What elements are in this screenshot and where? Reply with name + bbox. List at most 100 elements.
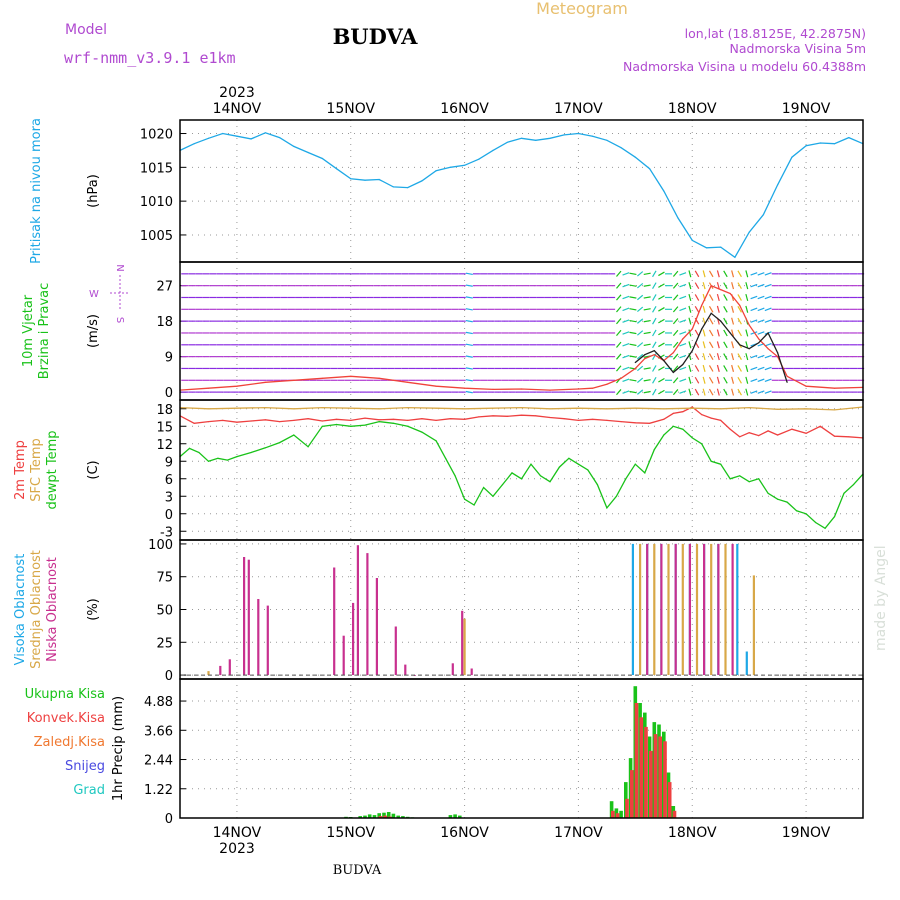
point-temp2m [364, 417, 366, 419]
wind-barb [643, 296, 651, 299]
point-dewpt [815, 521, 817, 524]
point-temp2m [729, 428, 731, 430]
point-dewpt [378, 421, 380, 423]
wind-barb [672, 282, 679, 289]
wind-barb [764, 378, 772, 383]
y-tick-label: 18 [156, 315, 173, 330]
point-wind_speed [236, 385, 238, 387]
bar-precip_conv [663, 741, 667, 818]
point-temp2m [506, 415, 508, 417]
bar-cloud_low [646, 543, 649, 675]
wind-barb [652, 317, 657, 325]
point-dewpt [279, 442, 281, 444]
wind-barb [716, 270, 720, 278]
wind-barb [708, 388, 714, 396]
point-wind_speed [492, 388, 494, 390]
top-tick-label: 15NOV [326, 101, 375, 117]
wind-barb [465, 355, 473, 358]
wind-barb [622, 319, 630, 323]
wind-barb [672, 329, 679, 337]
point-dewpt [739, 475, 741, 477]
bar-cloud_low [257, 599, 260, 676]
top-tick-label: 18NOV [668, 101, 717, 117]
wind-barb [622, 295, 630, 300]
point-wind_dir [653, 350, 655, 352]
bottom-tick-label: 14NOV [213, 825, 262, 841]
point-dewpt [364, 424, 366, 426]
panel-label: Niska Oblacnost [45, 557, 60, 662]
wind-barb [731, 270, 735, 278]
point-dewpt [435, 440, 437, 442]
wind-barb [716, 364, 720, 372]
point-dewpt [445, 457, 447, 459]
bar-precip_conv [653, 734, 658, 818]
wind-barb [731, 376, 735, 384]
point-pressure [705, 247, 708, 249]
wind-barb [637, 389, 644, 395]
point-temp2m [392, 418, 394, 420]
wind-barb [737, 270, 742, 278]
point-pressure [392, 186, 394, 188]
wind-barb [629, 272, 637, 276]
point-pressure [279, 137, 281, 139]
point-temp2m [592, 418, 594, 420]
wind-barb [679, 331, 687, 335]
point-pressure [592, 135, 594, 137]
bar-precip_total [401, 816, 405, 818]
wind-barb [688, 270, 692, 278]
point-sfc_temp [691, 407, 693, 409]
wind-barb [757, 295, 765, 300]
wind-barb [750, 272, 758, 276]
point-wind_speed [739, 304, 741, 306]
point-wind_speed [682, 338, 684, 340]
point-dewpt [236, 456, 238, 458]
wind-barb [688, 376, 692, 384]
wind-barb [708, 270, 714, 278]
wind-barb [702, 364, 706, 372]
wind-barb [737, 305, 742, 313]
wind-barb [622, 354, 630, 359]
point-temp2m [535, 415, 537, 417]
wind-barb [764, 283, 772, 288]
point-wind_dir [672, 371, 674, 373]
bottom-tick-label: 17NOV [554, 825, 603, 841]
panel-label: 10m Vjetar [21, 294, 36, 367]
wind-barb [658, 295, 665, 300]
point-wind_speed [691, 328, 693, 330]
point-dewpt [226, 459, 228, 461]
point-temp2m [748, 432, 750, 434]
panel-label: dewpt Temp [45, 430, 60, 509]
panel-label: Pritisak na nivou mora [29, 118, 44, 264]
point-wind_speed [710, 285, 712, 287]
point-dewpt [577, 463, 580, 465]
wind-barb [679, 272, 687, 276]
wind-barb [622, 343, 630, 347]
point-pressure [407, 187, 409, 189]
point-wind_speed [264, 381, 266, 383]
point-wind_dir [720, 320, 722, 322]
point-sfc_temp [663, 408, 665, 410]
wind-barb [757, 390, 765, 394]
point-dewpt [407, 425, 409, 427]
point-temp2m [407, 419, 409, 421]
wind-barb [745, 364, 749, 372]
wind-barb [465, 296, 473, 299]
point-dewpt [625, 478, 627, 480]
precip-legend-label: Ukupna Kisa [25, 687, 105, 702]
wind-barb [622, 331, 630, 335]
wind-barb [731, 364, 735, 372]
wind-barb [757, 366, 765, 371]
wind-barb [750, 283, 758, 288]
wind-barb [616, 282, 622, 289]
wind-barb [750, 295, 758, 300]
wind-barb [616, 365, 622, 372]
point-pressure [606, 139, 608, 141]
wind-barb [708, 376, 714, 384]
wind-barb [622, 378, 630, 383]
point-dewpt [307, 446, 309, 448]
point-sfc_temp [207, 408, 210, 410]
bar-cloud_low [461, 610, 464, 676]
point-wind_speed [606, 383, 608, 385]
point-temp2m [279, 421, 281, 423]
y-tick-label: 1.22 [144, 783, 173, 798]
